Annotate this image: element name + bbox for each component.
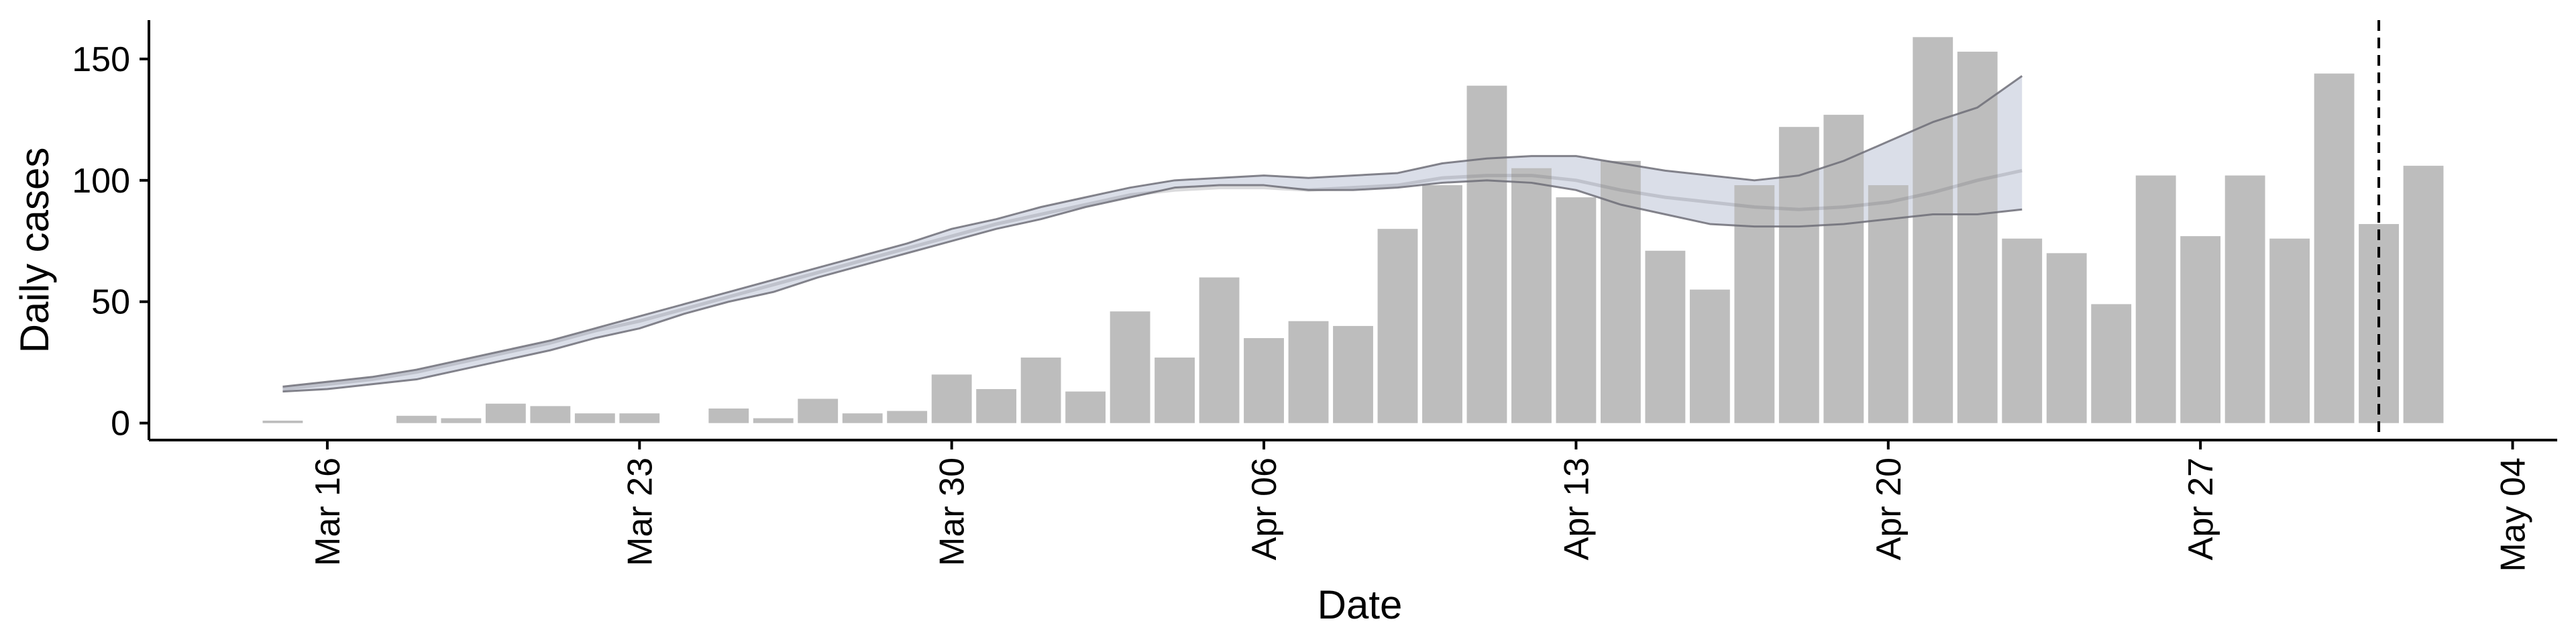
- bar: [2046, 253, 2087, 423]
- bar: [1556, 197, 1597, 423]
- bar: [842, 413, 883, 423]
- bar: [1155, 357, 1195, 423]
- x-tick-label: Apr 13: [1557, 458, 1596, 560]
- bar: [2002, 238, 2043, 423]
- upper-bound-line: [282, 75, 2023, 388]
- bar: [2180, 236, 2221, 423]
- bar: [1422, 185, 1462, 423]
- bar-series: [262, 37, 2444, 423]
- bar: [976, 389, 1017, 423]
- bar: [1377, 229, 1418, 423]
- bar: [798, 398, 839, 423]
- bar: [1957, 52, 1998, 423]
- bar: [262, 421, 303, 423]
- bar: [2403, 166, 2444, 423]
- bar: [619, 413, 660, 423]
- x-tick-label: Apr 06: [1245, 458, 1284, 560]
- x-tick-label: Mar 23: [621, 458, 659, 566]
- x-tick-label: Mar 30: [933, 458, 972, 566]
- bar: [753, 418, 794, 423]
- x-axis-ticks: Mar 16 Mar 23 Mar 30 Apr 06 Apr 13 Apr 20 Apr …: [309, 440, 2533, 572]
- axes: [148, 20, 2557, 441]
- bar: [1288, 321, 1329, 423]
- y-axis-title: Daily cases: [12, 148, 57, 354]
- bar: [1020, 357, 1061, 423]
- y-axis-ticks: 0 50 100 150: [72, 40, 149, 443]
- bar: [1065, 391, 1106, 423]
- estimate-line: [282, 168, 2023, 391]
- bar: [1466, 85, 1507, 423]
- x-tick-label: May 04: [2494, 458, 2533, 572]
- bar: [1913, 37, 1953, 423]
- bar: [1689, 289, 1730, 423]
- y-tick-label: 150: [72, 40, 130, 79]
- bar: [2269, 238, 2310, 423]
- x-tick-label: Apr 20: [1870, 458, 1909, 560]
- bar: [1110, 311, 1150, 423]
- bar: [1199, 277, 1240, 423]
- bar: [1244, 338, 1284, 423]
- bar: [530, 406, 571, 423]
- x-axis-title: Date: [1318, 582, 1403, 627]
- y-tick-label: 100: [72, 162, 130, 201]
- estimate-lines: [282, 75, 2023, 393]
- bar: [2224, 175, 2265, 423]
- bar: [396, 415, 437, 423]
- bar: [887, 411, 928, 423]
- x-tick-label: Apr 27: [2182, 458, 2220, 560]
- bar: [441, 418, 482, 423]
- bar: [485, 403, 526, 423]
- bar: [1511, 168, 1552, 423]
- lower-bound-line: [282, 179, 2023, 393]
- bar: [574, 413, 615, 423]
- y-tick-label: 0: [111, 405, 130, 443]
- bar: [1868, 185, 1909, 423]
- bar: [931, 374, 972, 423]
- bar: [2314, 73, 2355, 423]
- y-tick-label: 50: [91, 283, 130, 322]
- bar: [708, 408, 749, 423]
- bar: [2135, 175, 2176, 423]
- x-tick-label: Mar 16: [309, 458, 347, 566]
- bar: [1734, 185, 1775, 423]
- bar: [1645, 250, 1686, 423]
- bar: [2091, 304, 2132, 423]
- bar: [1333, 325, 1373, 423]
